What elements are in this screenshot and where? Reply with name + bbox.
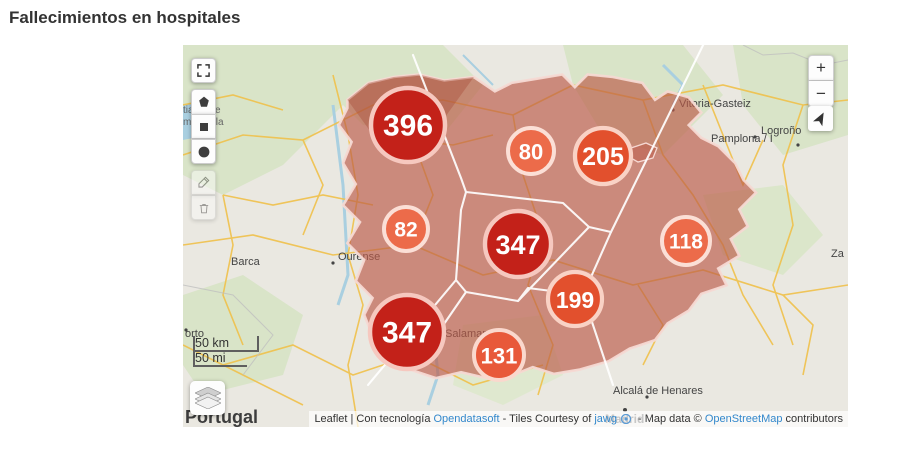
svg-text:118: 118 <box>669 231 703 254</box>
svg-text:80: 80 <box>519 140 543 165</box>
svg-text:Za: Za <box>831 248 845 260</box>
svg-text:82: 82 <box>394 219 417 242</box>
svg-text:199: 199 <box>556 287 594 313</box>
svg-text:Logroño: Logroño <box>761 125 801 137</box>
svg-text:205: 205 <box>582 143 624 171</box>
svg-text:396: 396 <box>383 110 433 143</box>
svg-text:Barca: Barca <box>231 256 261 268</box>
svg-text:131: 131 <box>481 344 518 369</box>
svg-text:Alcalá de Henares: Alcalá de Henares <box>613 385 703 397</box>
svg-text:347: 347 <box>382 317 432 350</box>
svg-text:347: 347 <box>495 230 540 260</box>
